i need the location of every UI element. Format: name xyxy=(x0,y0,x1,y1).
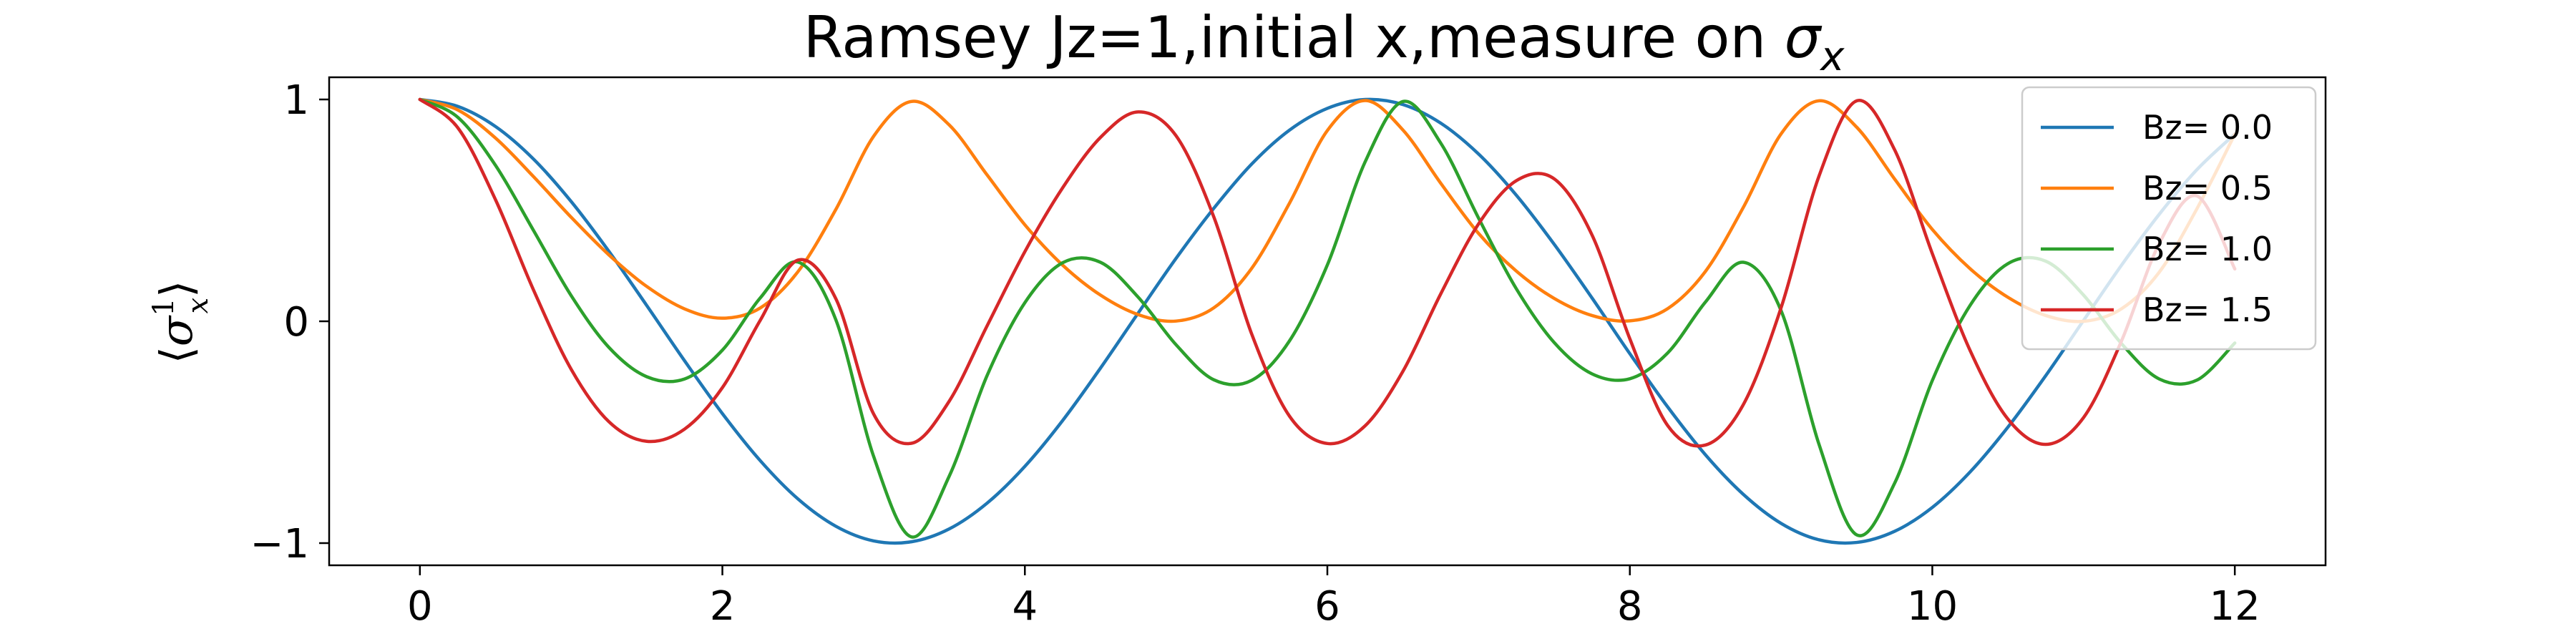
x-tick-label: 4 xyxy=(1012,583,1038,630)
series-lines xyxy=(418,97,2237,545)
legend-label-3: Bz= 1.5 xyxy=(2142,291,2273,329)
legend: Bz= 0.0 Bz= 0.5 Bz= 1.0 Bz= 1.5 xyxy=(2021,86,2317,351)
series-line-0 xyxy=(418,97,2237,545)
ylabel-sup: 1 xyxy=(147,298,180,316)
legend-label-1: Bz= 0.5 xyxy=(2142,169,2273,208)
title-symbol: σ xyxy=(1785,4,1823,71)
x-tick-label: 6 xyxy=(1314,583,1340,630)
legend-label-2: Bz= 1.0 xyxy=(2142,230,2273,268)
y-tick-label: 1 xyxy=(283,77,309,124)
ylabel-close-bracket: ⟩ xyxy=(150,280,203,298)
y-axis-ticks: −1 0 1 xyxy=(250,77,329,567)
series-line-2 xyxy=(418,97,2237,539)
x-tick-label: 2 xyxy=(710,583,736,630)
y-axis-label: ⟨σ1x⟩ xyxy=(147,280,215,364)
ylabel-sub: x xyxy=(182,298,215,314)
x-axis-ticks: 0 2 4 6 8 10 12 xyxy=(407,565,2260,630)
x-tick-label: 8 xyxy=(1617,583,1643,630)
legend-label-0: Bz= 0.0 xyxy=(2142,108,2273,147)
title-symbol-sub: x xyxy=(1819,34,1845,80)
series-line-1 xyxy=(418,97,2237,323)
y-tick-label: 0 xyxy=(283,299,309,346)
x-tick-label: 0 xyxy=(407,583,433,630)
title-prefix: Ramsey Jz=1,initial x,measure on xyxy=(804,4,1785,71)
x-tick-label: 12 xyxy=(2210,583,2260,630)
y-tick-label: −1 xyxy=(250,521,309,567)
svg-text:⟨σ1x⟩: ⟨σ1x⟩ xyxy=(147,280,215,364)
ylabel-symbol: σ xyxy=(150,315,203,346)
ylabel-open-bracket: ⟨ xyxy=(150,346,203,364)
legend-box xyxy=(2021,86,2317,351)
series-line-3 xyxy=(418,97,2237,448)
chart-title: Ramsey Jz=1,initial x,measure on σx xyxy=(804,4,1845,80)
x-tick-label: 10 xyxy=(1907,583,1958,630)
